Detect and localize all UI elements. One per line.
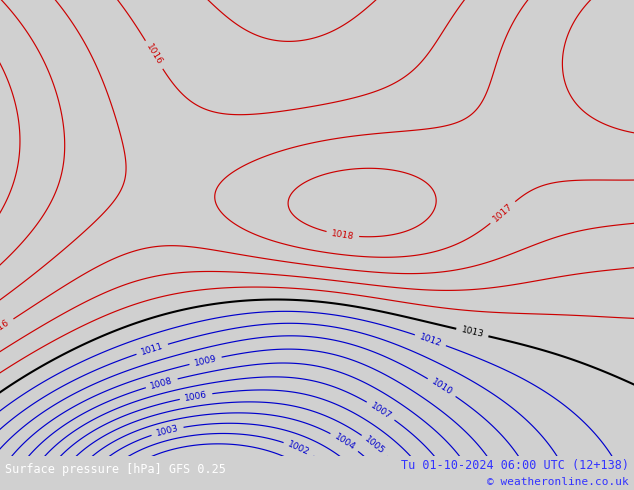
Text: © weatheronline.co.uk: © weatheronline.co.uk bbox=[487, 477, 629, 488]
Text: 1005: 1005 bbox=[363, 435, 387, 456]
Text: 1002: 1002 bbox=[287, 440, 311, 457]
Text: 1013: 1013 bbox=[460, 325, 484, 340]
Text: 1018: 1018 bbox=[331, 229, 355, 241]
Text: 1012: 1012 bbox=[418, 332, 443, 348]
Text: 1017: 1017 bbox=[491, 201, 514, 223]
Text: 1016: 1016 bbox=[0, 318, 11, 338]
Text: Tu 01-10-2024 06:00 UTC (12+138): Tu 01-10-2024 06:00 UTC (12+138) bbox=[401, 459, 629, 472]
Text: 1007: 1007 bbox=[369, 401, 393, 421]
Text: 1008: 1008 bbox=[150, 376, 174, 391]
Text: 1016: 1016 bbox=[144, 43, 164, 67]
Text: 1004: 1004 bbox=[333, 432, 357, 452]
Text: Surface pressure [hPa] GFS 0.25: Surface pressure [hPa] GFS 0.25 bbox=[5, 463, 226, 476]
Text: 1003: 1003 bbox=[155, 424, 179, 438]
Text: 1011: 1011 bbox=[140, 342, 164, 357]
Text: 1010: 1010 bbox=[430, 377, 454, 397]
Text: 1009: 1009 bbox=[193, 354, 217, 368]
Text: 1006: 1006 bbox=[184, 390, 208, 403]
